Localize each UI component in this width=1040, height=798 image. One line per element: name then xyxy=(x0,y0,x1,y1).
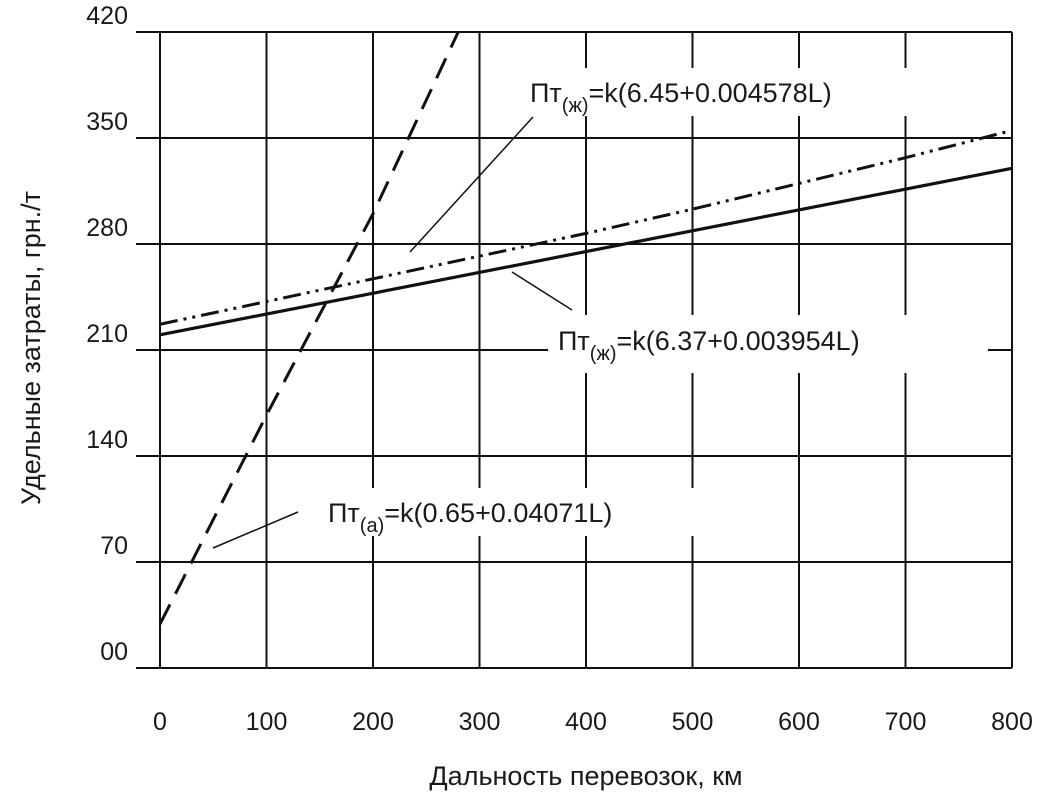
x-tick-label: 800 xyxy=(991,708,1033,736)
x-tick-label: 100 xyxy=(246,708,288,736)
annotation-zh2-suffix: =k(6.37+0.003954L) xyxy=(616,326,859,356)
annotation-leader-line-1 xyxy=(409,116,534,253)
x-tick-label: 500 xyxy=(672,708,714,736)
x-tick-label: 300 xyxy=(459,708,501,736)
annotation-leader-line-0 xyxy=(212,511,299,549)
annotation-zh1-prefix: Пт xyxy=(530,78,562,108)
x-tick-label: 0 xyxy=(153,708,167,736)
annotation-a-subscript: (а) xyxy=(360,515,384,537)
y-tick-label: 280 xyxy=(86,214,128,242)
series-line-2 xyxy=(159,166,1013,337)
y-tick-label: 210 xyxy=(86,320,128,348)
annotation-background-a xyxy=(318,488,698,536)
x-tick-label: 700 xyxy=(885,708,927,736)
x-tick-label: 200 xyxy=(352,708,394,736)
x-axis-title: Дальность перевозок, км xyxy=(429,761,742,791)
annotation-leaders xyxy=(212,116,573,549)
series-line-1 xyxy=(159,128,1013,326)
y-tick-label: 420 xyxy=(86,2,128,30)
annotation-background-zh2 xyxy=(548,315,988,373)
y-tick-label: 350 xyxy=(86,108,128,136)
y-tick-label: 140 xyxy=(86,426,128,454)
annotation-a-suffix: =k(0.65+0.04071L) xyxy=(384,498,612,528)
x-tick-label: 600 xyxy=(778,708,820,736)
y-tick-label: 00 xyxy=(100,638,128,666)
annotation-zh2: Пт(ж)=k(6.37+0.003954L) xyxy=(558,326,860,365)
annotation-a: Пт(а)=k(0.65+0.04071L) xyxy=(328,498,612,537)
y-tick-label: 70 xyxy=(100,532,128,560)
annotation-zh1: Пт(ж)=k(6.45+0.004578L) xyxy=(530,78,832,117)
annotation-zh2-subscript: (ж) xyxy=(590,343,617,365)
annotation-background-zh1 xyxy=(520,68,932,116)
annotation-leader-line-2 xyxy=(511,271,573,311)
y-axis-title: Удельные затраты, грн./т xyxy=(16,191,46,505)
annotation-a-prefix: Пт xyxy=(328,498,360,528)
tick-labels: 0 100 200 300 400 500 600 700 800 00 70 140 210 280 35… xyxy=(86,2,1033,736)
annotation-zh1-suffix: =k(6.45+0.004578L) xyxy=(588,78,831,108)
series-lines xyxy=(158,31,1013,625)
annotation-zh1-subscript: (ж) xyxy=(562,95,589,117)
annotation-zh2-prefix: Пт xyxy=(558,326,590,356)
x-tick-label: 400 xyxy=(565,708,607,736)
series-line-0 xyxy=(158,31,460,625)
